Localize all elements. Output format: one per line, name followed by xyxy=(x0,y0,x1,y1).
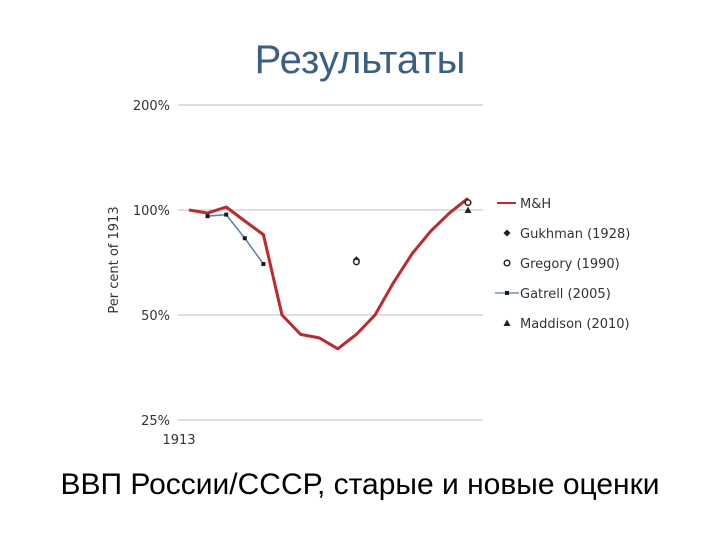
y-tick-label: 25% xyxy=(141,414,170,429)
data-point-gregory-1990 xyxy=(352,258,360,266)
legend-marker xyxy=(505,291,509,295)
slide-title: Результаты xyxy=(254,38,466,82)
legend-marker xyxy=(503,229,511,237)
legend-label: M&H xyxy=(520,197,551,212)
data-point-gatrell-2005 xyxy=(205,214,210,219)
legend: M&H Gukhman (1928) Gregory (1990) Gatrell (… xyxy=(495,197,630,332)
x-tick-labels: 1913 xyxy=(162,433,195,448)
legend-marker xyxy=(503,259,511,267)
chart-grid xyxy=(178,104,483,421)
data-point-gregory-1990 xyxy=(464,199,472,207)
y-tick-labels: 200% 100% 50% 25% xyxy=(133,99,170,429)
y-tick-label: 200% xyxy=(133,99,170,114)
series-line-gatrell-2005 xyxy=(207,213,265,265)
x-tick-label: 1913 xyxy=(162,433,195,448)
y-axis-label: Per cent of 1913 xyxy=(107,206,122,313)
data-point-gatrell-2005 xyxy=(224,212,229,217)
series-line-m-h xyxy=(188,197,469,351)
legend-label: Gukhman (1928) xyxy=(520,227,630,242)
data-point-maddison-2010 xyxy=(464,206,472,213)
legend-label: Gregory (1990) xyxy=(520,257,620,272)
slide-subtitle: ВВП России/СССР, старые и новые оценки xyxy=(60,468,660,501)
y-tick-label: 100% xyxy=(133,204,170,219)
y-tick-label: 50% xyxy=(141,309,170,324)
legend-label: Gatrell (2005) xyxy=(520,287,611,302)
series-layer xyxy=(188,197,472,351)
legend-label: Maddison (2010) xyxy=(520,317,630,332)
data-point-gatrell-2005 xyxy=(261,262,266,267)
legend-marker xyxy=(503,319,511,326)
data-point-gatrell-2005 xyxy=(242,236,247,241)
